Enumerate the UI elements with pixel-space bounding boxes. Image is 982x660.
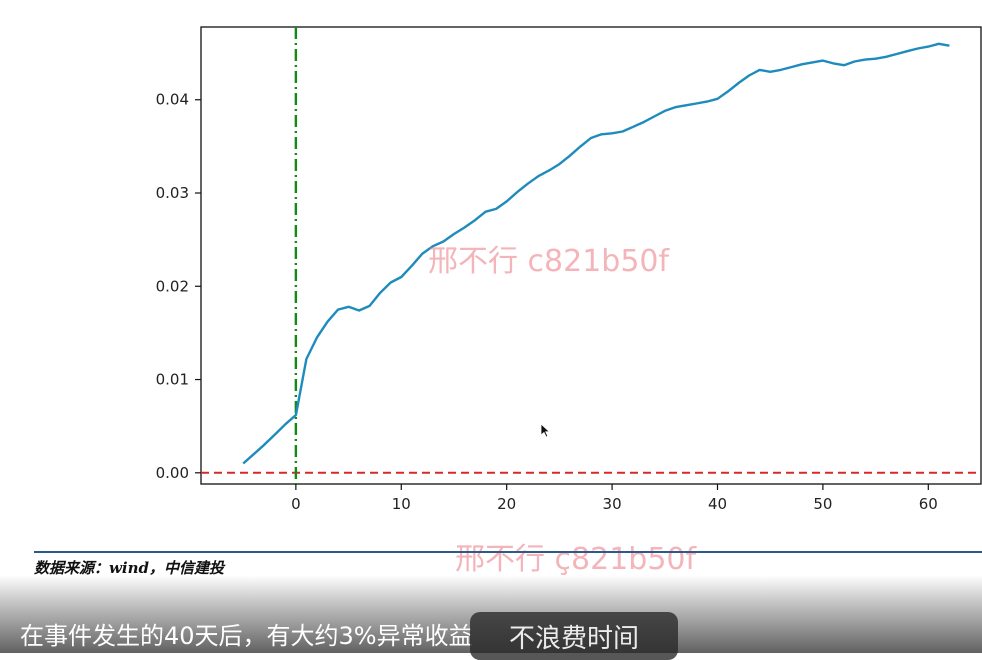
y-tick-label: 0.03 bbox=[156, 184, 189, 202]
x-tick-label: 10 bbox=[392, 495, 411, 513]
x-tick-label: 50 bbox=[813, 495, 832, 513]
x-axis: 0 10 20 30 40 50 60 bbox=[291, 484, 938, 513]
skip-button[interactable]: 不浪费时间 bbox=[470, 612, 678, 660]
x-tick-label: 30 bbox=[603, 495, 622, 513]
video-subtitle: 在事件发生的40天后，有大约3%异常收益 bbox=[20, 622, 473, 650]
y-tick-label: 0.02 bbox=[156, 277, 189, 295]
mouse-pointer-icon bbox=[540, 423, 551, 438]
y-tick-label: 0.01 bbox=[156, 371, 189, 389]
cumulative-return-line bbox=[242, 42, 950, 465]
source-note: 数据来源：wind，中信建投 bbox=[34, 559, 225, 577]
y-axis: 0.00 0.01 0.02 0.03 0.04 bbox=[156, 91, 201, 482]
y-tick-label: 0.00 bbox=[156, 464, 189, 482]
x-tick-label: 60 bbox=[919, 495, 938, 513]
x-tick-label: 0 bbox=[291, 495, 301, 513]
x-tick-label: 40 bbox=[708, 495, 727, 513]
x-tick-label: 20 bbox=[497, 495, 516, 513]
source-divider bbox=[34, 551, 982, 553]
y-tick-label: 0.04 bbox=[156, 91, 189, 109]
plot-frame bbox=[200, 26, 982, 485]
